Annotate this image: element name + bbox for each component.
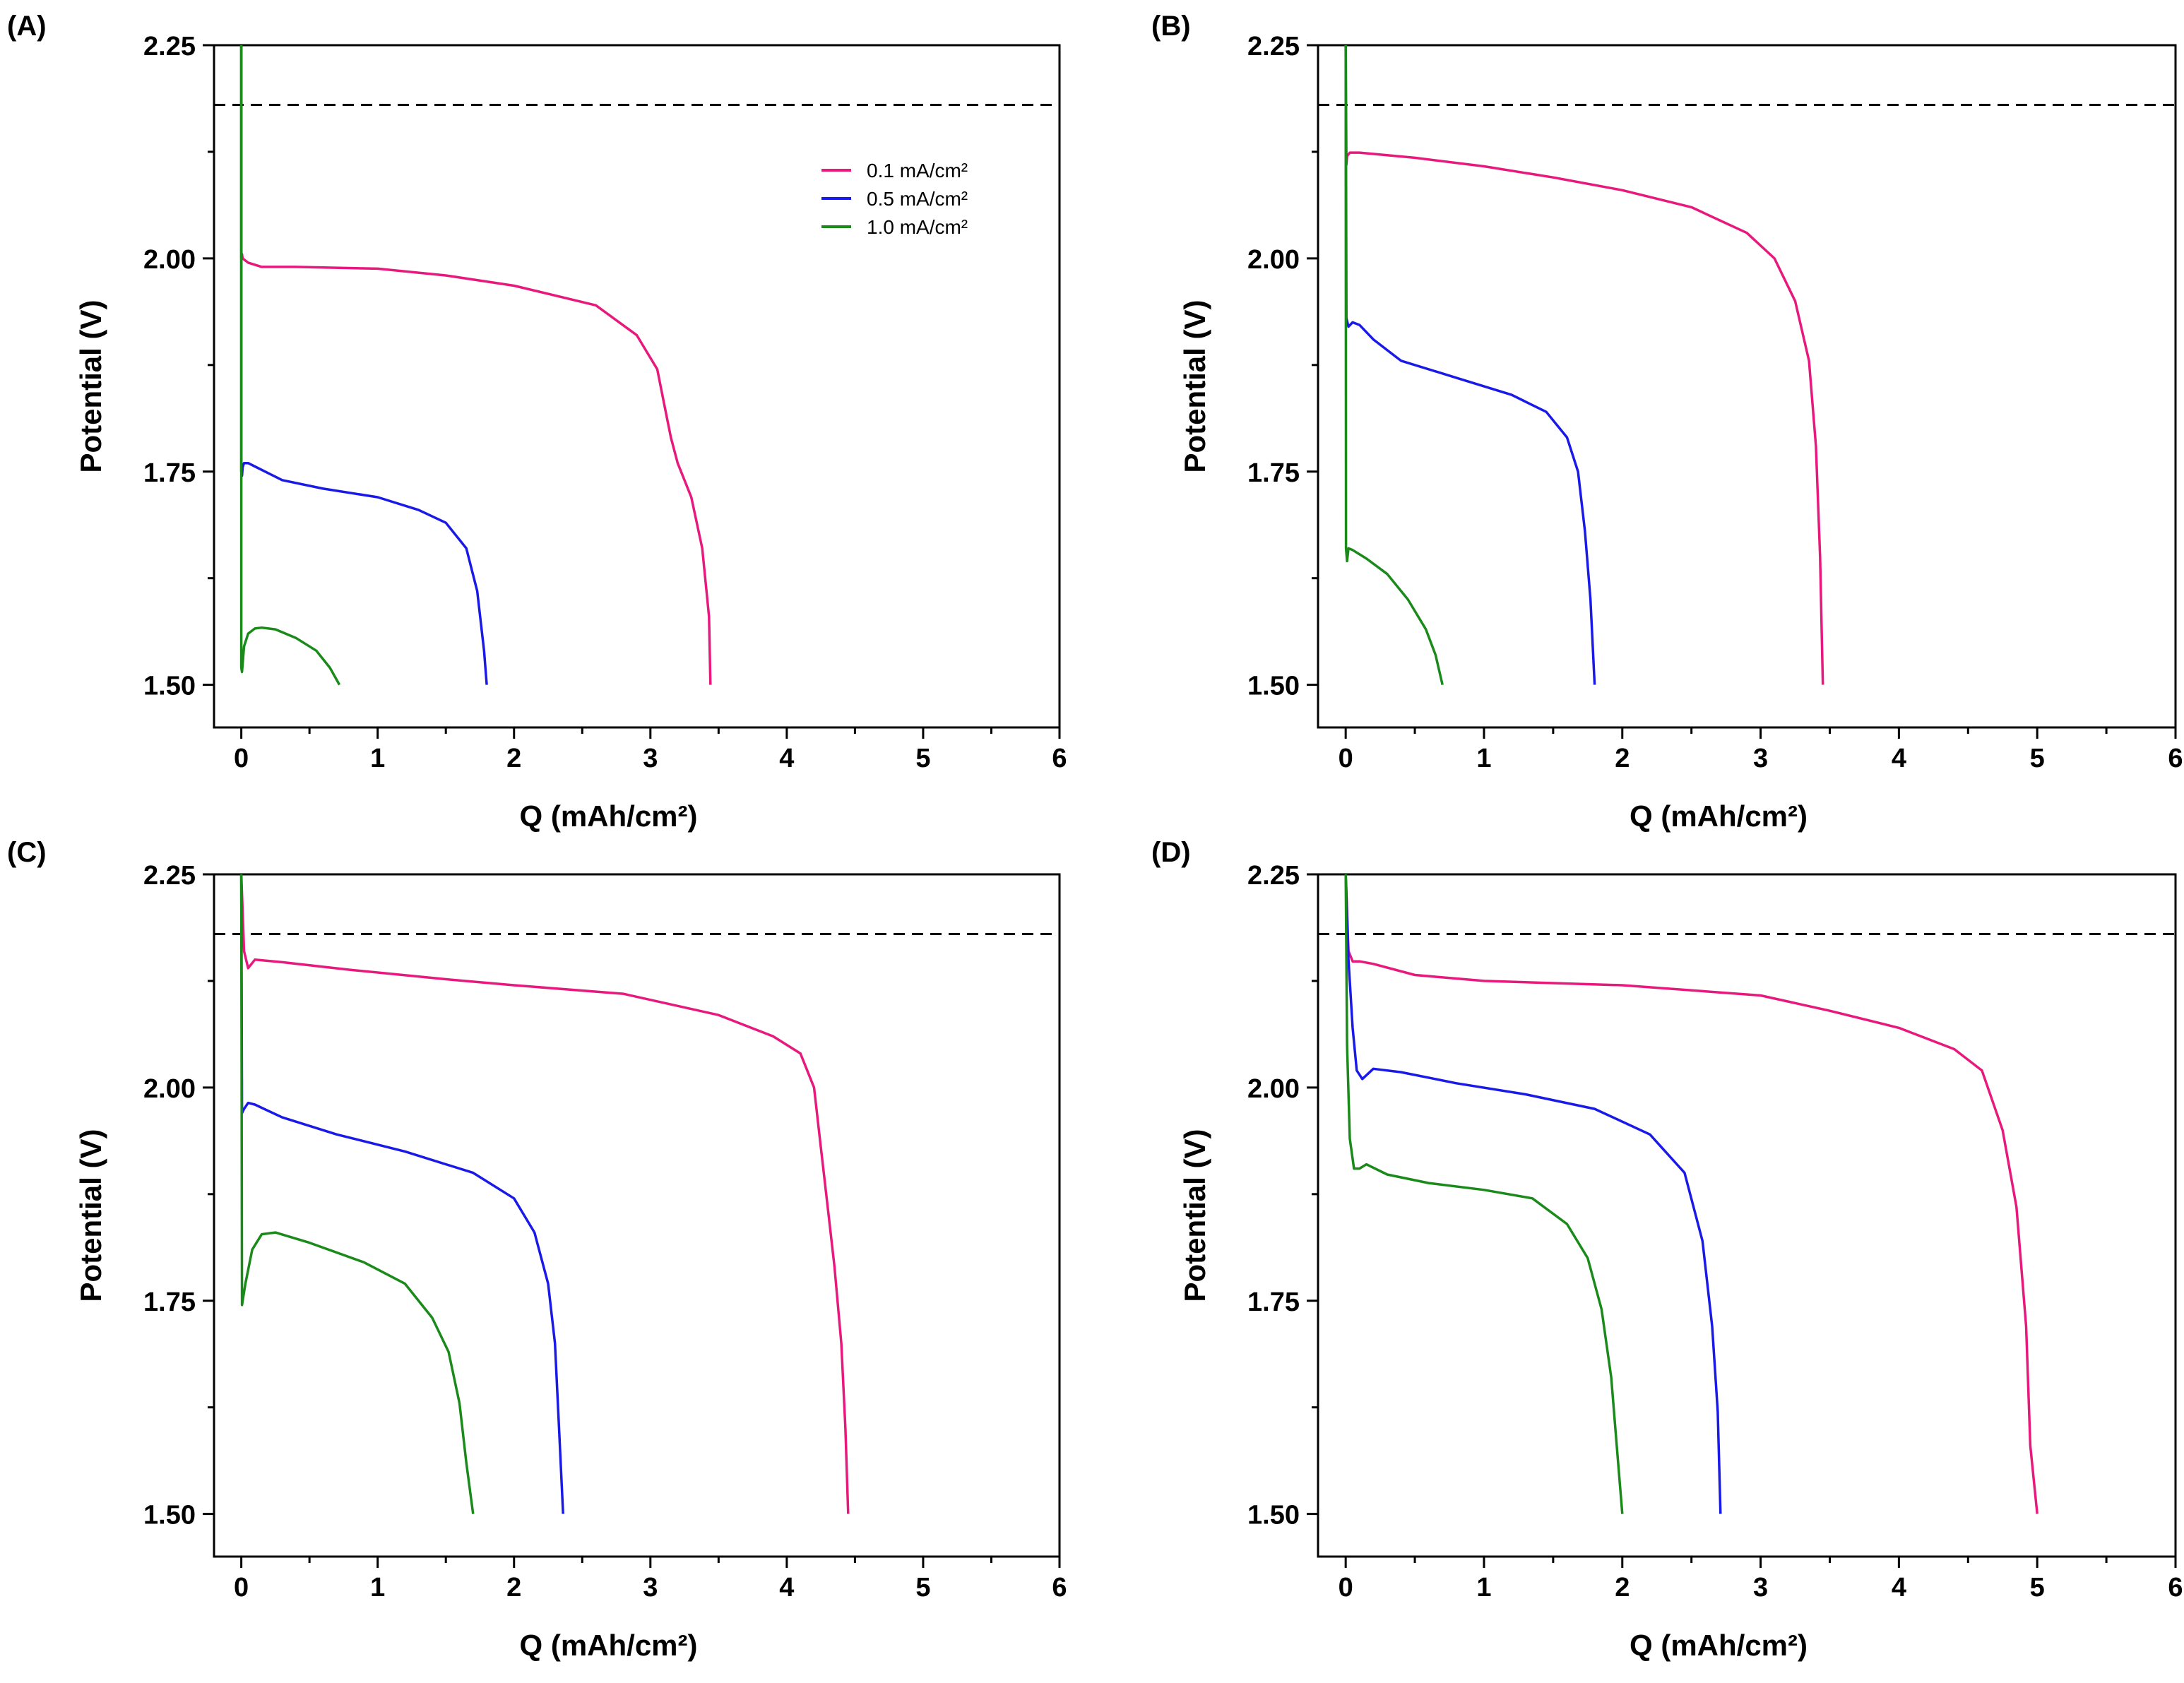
x-tick-label: 4 — [1892, 744, 1906, 773]
y-axis-title: Potential (V) — [74, 1129, 107, 1302]
x-tick-label: 0 — [234, 744, 249, 773]
y-tick-label: 2.00 — [143, 1074, 196, 1104]
x-tick-label: 6 — [1052, 1573, 1067, 1602]
x-tick-label: 6 — [2168, 744, 2183, 773]
chart-panel-c: 0 1 2 3 4 5 6 1.50 1.75 2.00 2.25 Q (mAh/cm²) Potent… — [7, 837, 1067, 1662]
y-axis-title: Potential (V) — [1178, 1129, 1211, 1302]
legend-entry: 0.5 mA/cm² — [867, 188, 968, 210]
x-axis-title: Q (mAh/cm²) — [520, 1629, 698, 1662]
y-tick-label: 2.00 — [1247, 245, 1300, 275]
x-tick-label: 6 — [1052, 744, 1067, 773]
x-tick-label: 3 — [1753, 1573, 1768, 1602]
x-tick-label: 4 — [779, 744, 794, 773]
y-tick-label: 2.25 — [143, 861, 196, 891]
x-tick-label: 5 — [915, 744, 930, 773]
panel-label: (B) — [1151, 11, 1191, 42]
y-tick-label: 1.75 — [1247, 458, 1300, 488]
y-tick-label: 1.50 — [1247, 1501, 1300, 1530]
plot-frame — [1317, 873, 2177, 1558]
plot-frame — [1317, 44, 2177, 729]
legend-entry: 1.0 mA/cm² — [867, 216, 968, 238]
y-axis-title: Potential (V) — [74, 299, 107, 472]
x-tick-label: 4 — [1892, 1573, 1906, 1602]
legend-entry: 0.1 mA/cm² — [867, 160, 968, 182]
x-tick-label: 2 — [506, 744, 521, 773]
y-tick-label: 1.75 — [143, 458, 196, 488]
y-tick-label: 2.00 — [143, 245, 196, 275]
x-axis-title: Q (mAh/cm²) — [1630, 799, 1808, 833]
x-tick-label: 1 — [1476, 744, 1491, 773]
series-line-0-1mAcm — [1344, 874, 2038, 1514]
series-line-1-0mAcm — [239, 874, 475, 1514]
y-tick-label: 2.00 — [1247, 1074, 1300, 1104]
x-tick-label: 3 — [643, 744, 658, 773]
y-tick-label: 1.75 — [143, 1287, 196, 1317]
x-tick-label: 1 — [370, 1573, 385, 1602]
y-tick-label: 1.50 — [143, 1501, 196, 1530]
x-tick-label: 3 — [643, 1573, 658, 1602]
panel-label: (C) — [7, 837, 47, 868]
chart-panel-d: 0 1 2 3 4 5 6 1.50 1.75 2.00 2.25 Q (mAh/cm²) Potent… — [1151, 837, 2183, 1662]
series-line-0-5mAcm — [239, 874, 564, 1514]
series-line-0-5mAcm — [1344, 874, 1722, 1514]
x-axis-title: Q (mAh/cm²) — [520, 799, 698, 833]
series-line-1-0mAcm — [239, 45, 341, 686]
x-tick-label: 2 — [506, 1573, 521, 1602]
y-tick-label: 1.50 — [143, 672, 196, 701]
x-tick-label: 6 — [2168, 1573, 2183, 1602]
plot-frame — [213, 44, 1061, 729]
x-tick-label: 5 — [915, 1573, 930, 1602]
series-line-1-0mAcm — [1344, 45, 1444, 685]
series-line-0-1mAcm — [1344, 45, 1824, 685]
series-line-0-1mAcm — [239, 45, 712, 685]
x-tick-label: 2 — [1615, 1573, 1630, 1602]
y-tick-label: 2.25 — [1247, 32, 1300, 61]
x-tick-label: 2 — [1615, 744, 1630, 773]
plot-frame — [213, 873, 1061, 1558]
x-tick-label: 0 — [1339, 1573, 1353, 1602]
panel-label: (D) — [1151, 837, 1191, 868]
x-tick-label: 0 — [1339, 744, 1353, 773]
panel-label: (A) — [7, 11, 47, 42]
x-tick-label: 0 — [234, 1573, 249, 1602]
x-tick-label: 5 — [2030, 1573, 2045, 1602]
series-line-0-5mAcm — [239, 45, 488, 685]
x-tick-label: 4 — [779, 1573, 794, 1602]
y-tick-label: 1.75 — [1247, 1287, 1300, 1317]
y-tick-label: 2.25 — [143, 32, 196, 61]
x-tick-label: 3 — [1753, 744, 1768, 773]
x-tick-label: 1 — [370, 744, 385, 773]
series-line-0-5mAcm — [1344, 45, 1596, 685]
series-line-0-1mAcm — [239, 874, 850, 1514]
x-tick-label: 1 — [1476, 1573, 1491, 1602]
chart-panel-b: 0 1 2 3 4 5 6 1.50 1.75 2.00 2.25 Q (mAh/cm²) Potent… — [1151, 11, 2183, 833]
y-tick-label: 1.50 — [1247, 672, 1300, 701]
x-axis-title: Q (mAh/cm²) — [1630, 1629, 1808, 1662]
y-tick-label: 2.25 — [1247, 861, 1300, 891]
chart-panel-a: 0 1 2 3 4 5 6 1.50 1.75 2.00 2.25 Q (mAh/cm²) Potent… — [7, 11, 1067, 833]
x-tick-label: 5 — [2030, 744, 2045, 773]
y-axis-title: Potential (V) — [1178, 299, 1211, 472]
series-line-1-0mAcm — [1344, 874, 1624, 1514]
